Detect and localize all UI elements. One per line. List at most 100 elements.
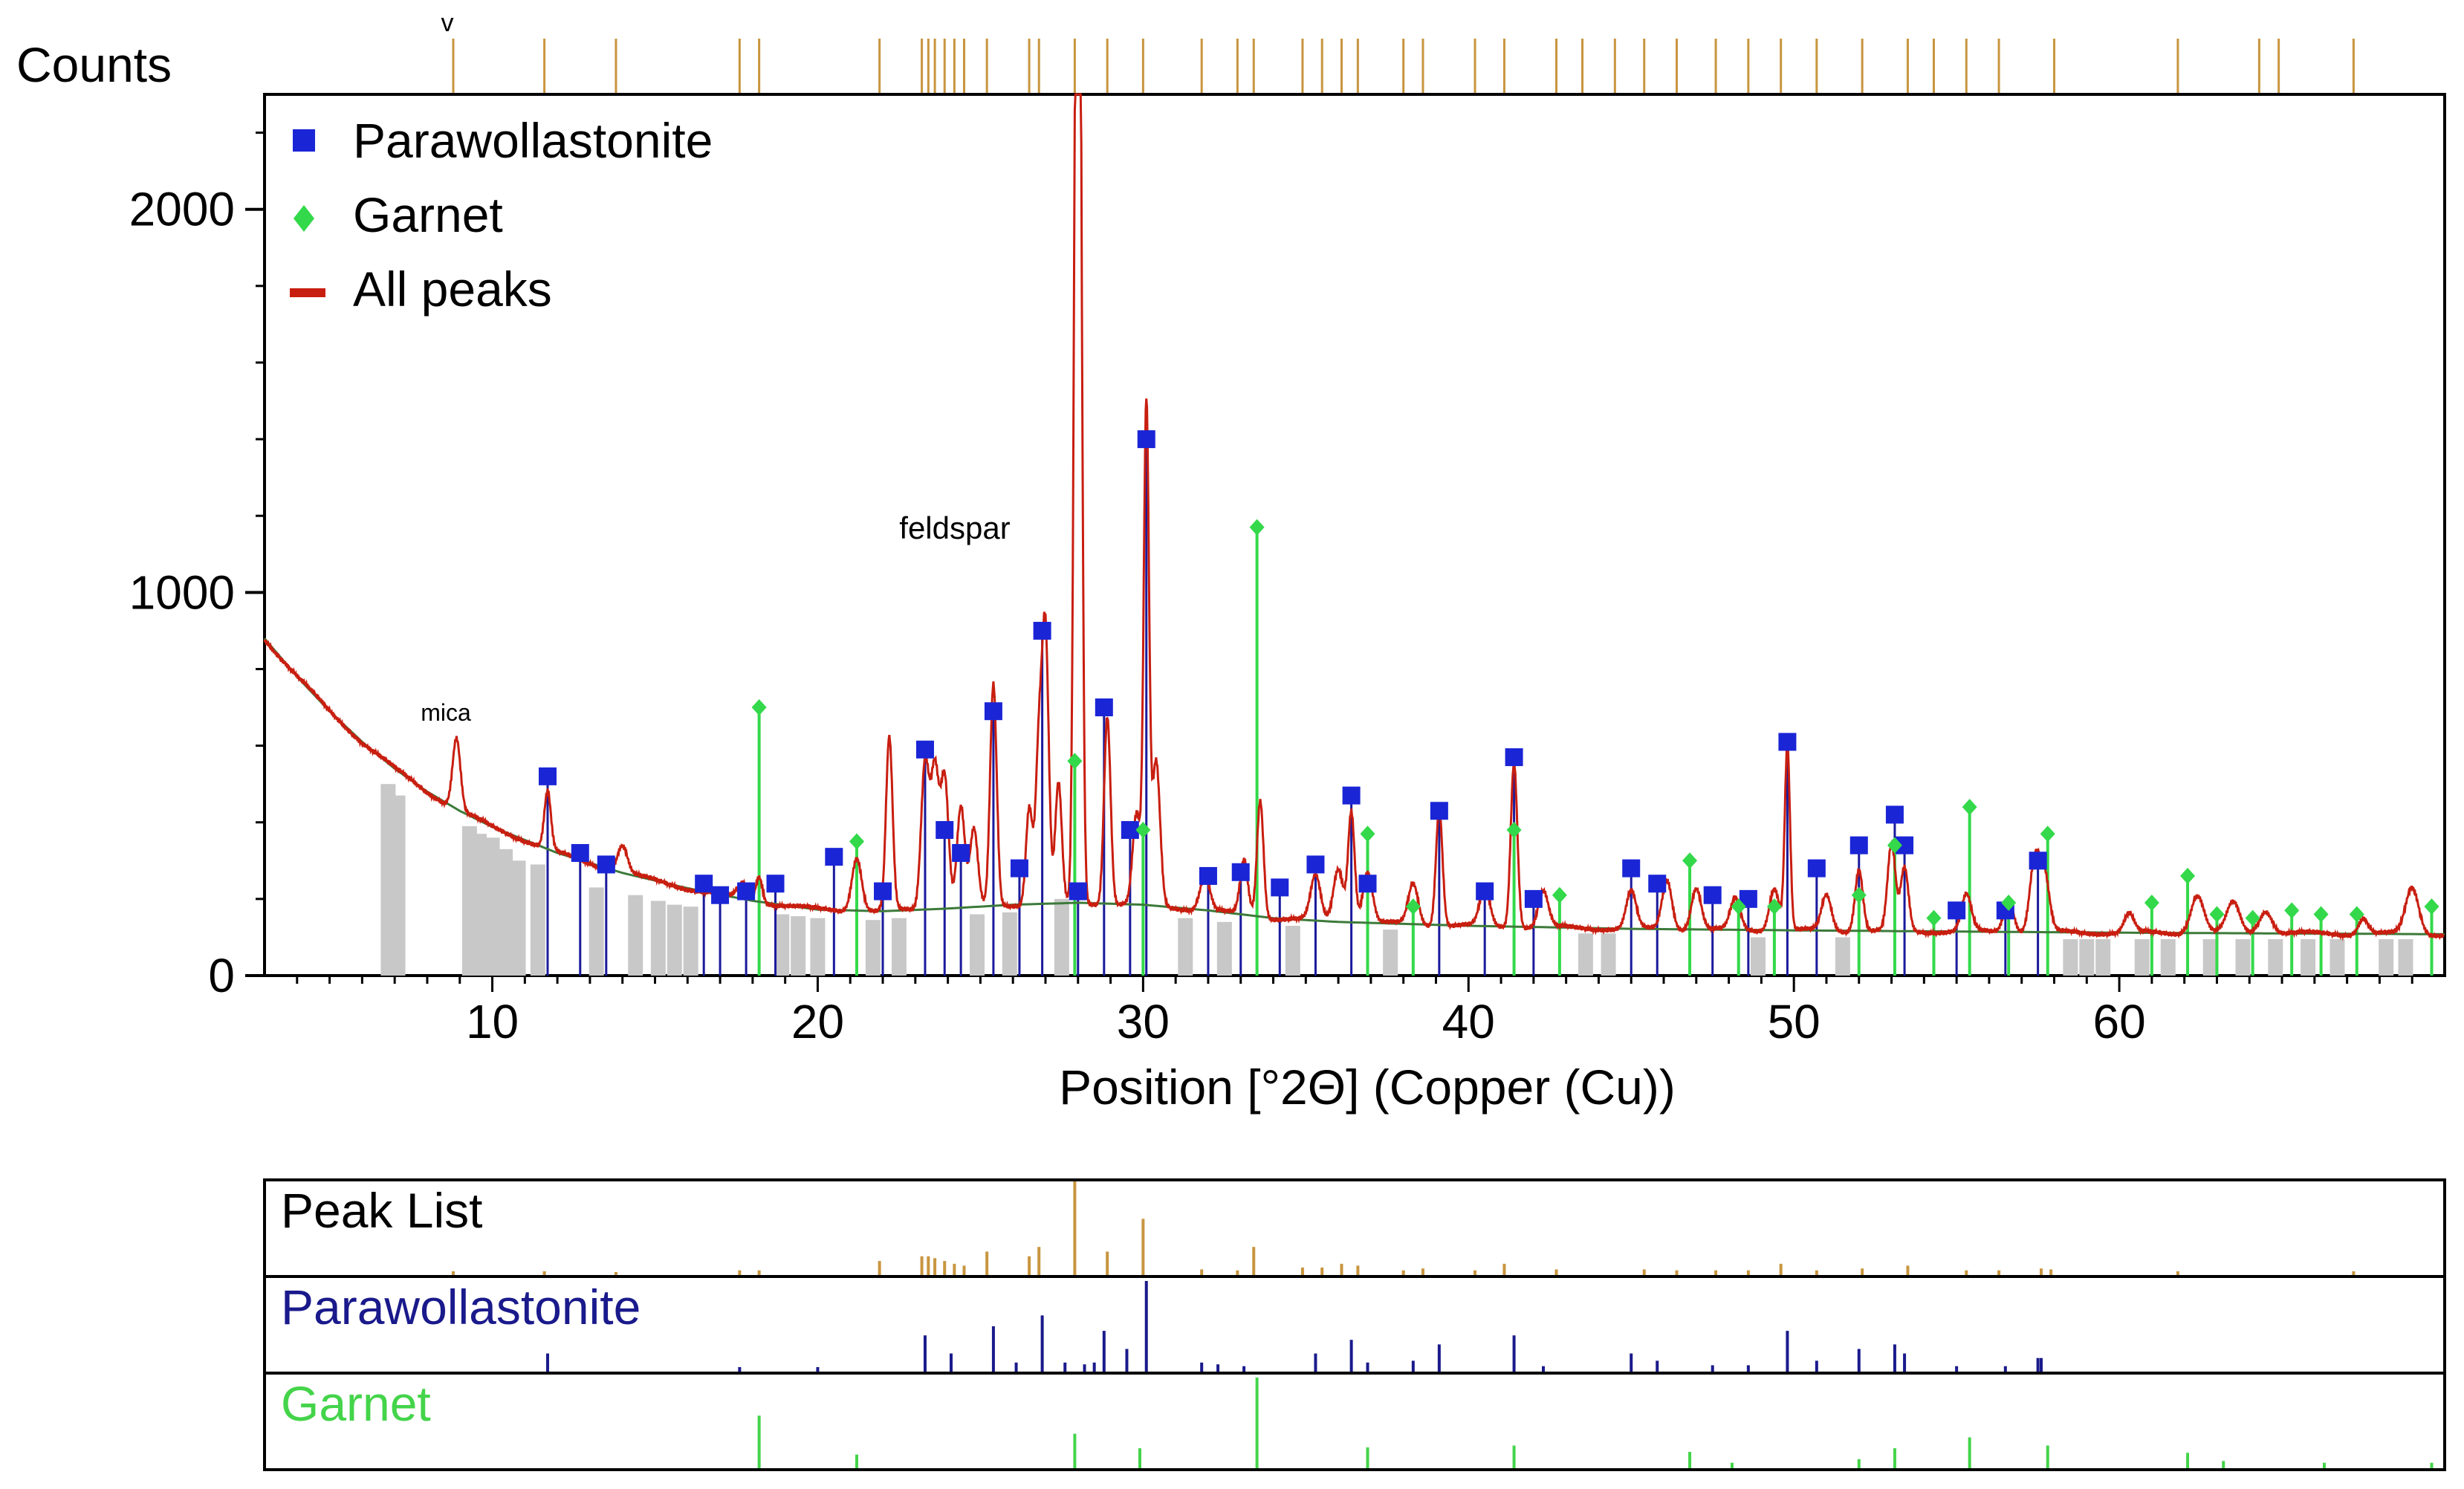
garnet-marker (2313, 906, 2329, 923)
parawollastonite-marker (695, 875, 713, 893)
reference-stick-gray (970, 914, 985, 976)
reference-stick-gray (530, 864, 545, 976)
garnet-marker (1405, 898, 1421, 915)
panel-frame (263, 1178, 2446, 1278)
parawollastonite-marker (825, 848, 843, 866)
garnet-marker (1962, 799, 1977, 816)
parawollastonite-marker (1095, 698, 1113, 717)
reference-stick-gray (2330, 939, 2345, 976)
parawollastonite-marker (952, 843, 970, 862)
reference-stick-gray (2095, 939, 2111, 976)
reference-stick-gray (1178, 918, 1193, 976)
reference-stick-gray (667, 904, 682, 976)
parawollastonite-marker (1648, 875, 1667, 893)
x-tick-label: 30 (1117, 995, 1170, 1048)
x-axis-label: Position [°2Θ] (Copper (Cu)) (1059, 1060, 1676, 1115)
parawollastonite-marker (984, 702, 1002, 721)
reference-stick-gray (810, 918, 826, 976)
garnet-marker (2424, 898, 2439, 915)
garnet-marker (2180, 867, 2196, 884)
garnet-marker (2144, 895, 2159, 912)
reference-stick-gray (2235, 939, 2251, 976)
garnet-marker (1135, 822, 1151, 839)
reference-stick-gray (2063, 939, 2078, 976)
garnet-marker (1851, 886, 1867, 904)
parawollastonite-marker (1476, 882, 1494, 901)
annotation-feldspar: feldspar (899, 510, 1010, 545)
legend-label-garnet: Garnet (353, 187, 503, 242)
x-tick-label: 60 (2092, 995, 2145, 1048)
reference-stick-gray (2398, 939, 2413, 976)
parawollastonite-marker (1342, 786, 1361, 805)
x-axis: 10 20 30 40 50 60 (296, 976, 2413, 1048)
garnet-marker (751, 699, 767, 716)
reference-stick-gray (683, 906, 698, 976)
reference-stick-gray (1835, 937, 1850, 976)
parawollastonite-marker (1231, 863, 1250, 881)
reference-stick-gray (472, 834, 487, 976)
reference-stick-gray (2079, 939, 2095, 976)
parawollastonite-marker (1622, 859, 1641, 877)
parawollastonite-marker (936, 821, 954, 840)
reference-stick-gray (1601, 933, 1616, 976)
parawollastonite-marker (571, 843, 589, 862)
y-tick-label: 2000 (129, 183, 235, 236)
garnet-marker (1887, 837, 1902, 854)
parawollastonite-marker (1885, 805, 1904, 824)
parawollastonite-marker (1306, 855, 1325, 874)
reference-stick-gray (2379, 939, 2394, 976)
reference-stick-gray (498, 849, 513, 976)
peak-position-ticks (452, 39, 2355, 94)
x-tick-label: 10 (466, 995, 519, 1048)
panel-frame (263, 1372, 2446, 1471)
reference-stick-gray (2202, 939, 2218, 976)
legend-label-parawollastonite: Parawollastonite (353, 113, 713, 168)
garnet-marker (1766, 898, 1782, 915)
parawollastonite-marker (1199, 866, 1217, 885)
garnet-marker (1682, 852, 1698, 869)
x-tick-label: 50 (1768, 995, 1821, 1048)
panel-label: Parawollastonite (281, 1279, 641, 1334)
reference-stick-gray (1285, 925, 1300, 976)
garnet-marker (1506, 822, 1522, 839)
parawollastonite-marker (1948, 901, 1966, 920)
garnet-marker (1552, 886, 1567, 904)
legend-marker-all-peaks (290, 288, 325, 297)
annotation-mica: mica (421, 699, 471, 726)
reference-stick-gray (628, 895, 643, 976)
reference-stick-gray (891, 918, 907, 976)
y-axis: 0 1000 2000 (129, 132, 265, 1002)
x-tick-label: 40 (1442, 995, 1495, 1048)
reference-stick-gray (865, 920, 881, 976)
parawollastonite-marker (597, 855, 615, 874)
parawollastonite-marker (1703, 886, 1722, 904)
x-tick-label: 20 (791, 995, 844, 1048)
parawollastonite-marker (766, 875, 785, 893)
reference-stick-gray (2268, 939, 2283, 976)
parawollastonite-marker (1430, 802, 1448, 820)
garnet-marker (1926, 909, 1942, 927)
parawollastonite-marker (1505, 748, 1523, 767)
garnet-marker (2209, 906, 2225, 923)
parawollastonite-marker (1358, 875, 1377, 893)
reference-stick-gray (1216, 921, 1232, 976)
reference-stick-gray (774, 914, 790, 976)
parawollastonite-marker (2029, 851, 2047, 870)
parawollastonite-marker (1069, 882, 1087, 901)
reference-stick-gray (484, 837, 500, 976)
reference-stick-gray (1751, 937, 1766, 976)
garnet-marker (2349, 906, 2364, 923)
parawollastonite-marker (711, 886, 730, 904)
parawollastonite-marker (1271, 878, 1289, 897)
parawollastonite-marker (1778, 733, 1797, 751)
garnet-marker (2284, 902, 2300, 919)
parawollastonite-marker (1033, 621, 1051, 640)
reference-stick-gray (390, 795, 406, 976)
panel-label: Garnet (281, 1376, 431, 1431)
y-tick-label: 1000 (129, 565, 235, 619)
reference-stick-gray (1054, 898, 1069, 976)
reference-stick-gray (1002, 912, 1017, 976)
reference-stick-gray (2301, 939, 2316, 976)
garnet-marker (849, 833, 864, 850)
legend-marker-parawollastonite (293, 129, 315, 152)
